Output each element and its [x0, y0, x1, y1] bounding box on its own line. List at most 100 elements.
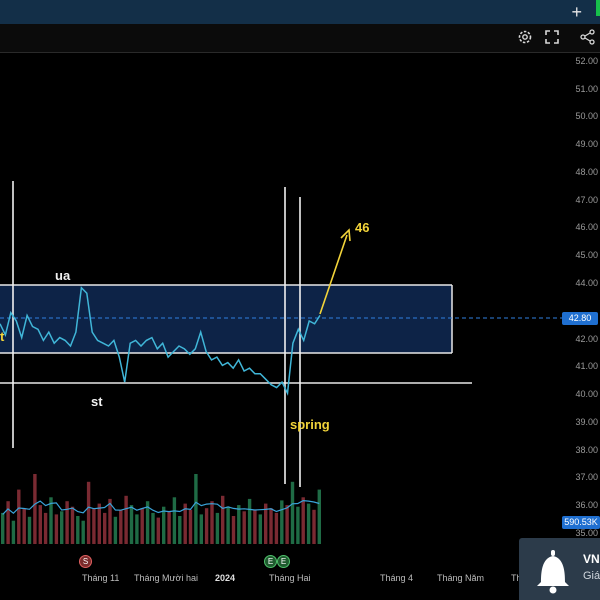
price-tick: 46.00	[575, 222, 598, 232]
volume-bar	[199, 514, 203, 544]
price-line	[0, 286, 321, 396]
volume-bar	[258, 514, 262, 544]
price-tick: 41.00	[575, 361, 598, 371]
volume-bar	[43, 512, 48, 544]
volume-bar	[38, 505, 42, 544]
price-tick: 39.00	[575, 417, 598, 427]
price-tick: 44.00	[575, 278, 598, 288]
volume-bar	[301, 497, 305, 544]
volume-bar	[11, 520, 16, 544]
price-tick: 36.00	[575, 500, 598, 510]
time-tick: Th	[511, 573, 522, 583]
notification-title: VN	[583, 552, 600, 566]
time-tick: Tháng 4	[380, 573, 414, 583]
volume-bar	[151, 512, 155, 544]
volume-bar	[226, 506, 230, 544]
volume-bar	[1, 512, 5, 544]
volume-bar	[119, 509, 123, 544]
status-indicator	[596, 0, 600, 16]
volume-bar	[70, 506, 75, 544]
price-tick: 42.00	[575, 334, 598, 344]
time-tick: Tháng Mười hai	[134, 573, 198, 583]
volume-bar	[156, 517, 160, 544]
notification-popup[interactable]: VN Giá	[519, 538, 600, 600]
volume-bar	[97, 503, 101, 544]
volume-bar	[237, 505, 241, 544]
time-tick: Tháng Hai	[269, 573, 311, 583]
volume-bar	[210, 501, 214, 544]
volume-bar	[188, 509, 193, 544]
volume-bar	[124, 495, 128, 544]
volume-bar	[183, 503, 187, 544]
volume-bar	[49, 497, 53, 544]
volume-bar	[204, 508, 209, 544]
add-tab-button[interactable]: +	[571, 2, 582, 22]
time-tick: Tháng 11	[82, 573, 120, 583]
volume-bar	[129, 505, 134, 544]
event-e-marker-2[interactable]: E	[277, 555, 290, 568]
volume-bar	[27, 516, 32, 544]
volume-bar	[108, 498, 112, 544]
price-tick: 40.00	[575, 389, 598, 399]
annotation-left-cut: t	[0, 329, 5, 344]
price-tick: 47.00	[575, 195, 598, 205]
volume-bar	[242, 511, 246, 544]
price-tick: 38.00	[575, 445, 598, 455]
price-tick: 50.00	[575, 111, 598, 121]
top-bar: +	[0, 0, 600, 24]
volume-bar	[290, 481, 295, 544]
volume-bar	[264, 503, 268, 544]
volume-bar	[285, 505, 289, 544]
fullscreen-icon[interactable]	[542, 28, 562, 48]
volume-bar	[312, 509, 316, 544]
volume-bar	[178, 516, 182, 544]
volume-bar	[296, 506, 300, 544]
time-tick: 2024	[215, 573, 236, 583]
volume-bar	[81, 520, 85, 544]
volume-bar	[140, 508, 144, 544]
price-tick: 52.00	[575, 56, 598, 66]
volume-moving-average	[2, 499, 320, 515]
target-arrow	[319, 234, 348, 315]
volume-bar	[113, 516, 118, 544]
price-tick: 51.00	[575, 84, 598, 94]
chart-toolbar	[0, 24, 600, 53]
volume-bar	[86, 481, 91, 544]
range-box-fill	[0, 285, 452, 353]
event-s-marker[interactable]: S	[79, 555, 92, 568]
annotation-target: 46	[355, 220, 370, 235]
volume-bar	[231, 516, 236, 544]
volume-bar	[253, 509, 257, 544]
price-tick: 49.00	[575, 139, 598, 149]
price-tick: 35.00	[575, 528, 598, 538]
notification-subtitle: Giá	[583, 570, 600, 582]
volume-bar	[65, 501, 69, 544]
time-axis[interactable]: Tháng 11 Tháng Mười hai 2024 Tháng Hai T…	[0, 571, 562, 587]
volume-bar	[103, 512, 107, 544]
volume-bar	[167, 511, 171, 544]
volume-bar	[247, 498, 252, 544]
volume-bar	[306, 503, 311, 544]
volume-bar	[172, 497, 177, 544]
volume-bar	[60, 511, 64, 544]
annotation-spring: spring	[290, 417, 330, 432]
price-tick: 37.00	[575, 472, 598, 482]
volume-bar	[280, 500, 284, 544]
price-chart[interactable]	[0, 52, 562, 571]
volume-bar	[22, 509, 26, 544]
volume-bar	[76, 516, 80, 544]
volume-bar	[54, 514, 59, 544]
volume-bar	[6, 501, 10, 544]
price-axis[interactable]: 52.00 51.00 50.00 49.00 48.00 47.00 46.0…	[562, 52, 600, 572]
volume-bar	[145, 501, 150, 544]
volume-bar	[215, 512, 220, 544]
event-e-marker-1[interactable]: E	[264, 555, 277, 568]
volume-bar	[92, 509, 96, 544]
target-arrow-head	[340, 228, 351, 242]
price-tick: 45.00	[575, 250, 598, 260]
price-tick: 48.00	[575, 167, 598, 177]
volume-bar	[221, 495, 225, 544]
share-icon[interactable]	[578, 28, 598, 48]
gear-icon[interactable]	[515, 28, 535, 48]
volume-bar	[135, 514, 139, 544]
